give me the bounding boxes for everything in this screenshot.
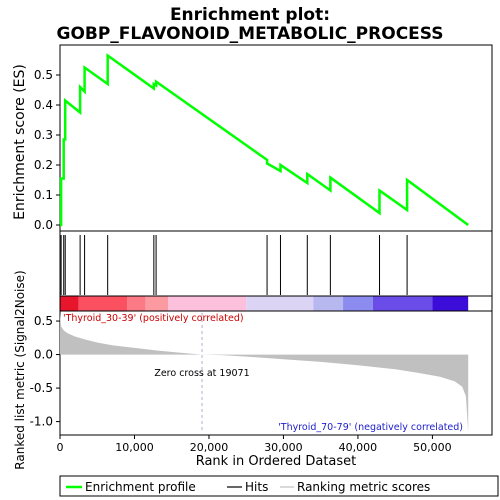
legend-box [59,475,499,497]
metric-y-tick-label: -0.5 [30,381,53,395]
es-y-tick-label: 0.0 [34,218,53,232]
rank-color-bar [59,295,493,312]
rank-bar-segment [313,296,344,311]
x-tick-label: 40,000 [339,441,378,454]
rank-bar-segment [343,296,373,311]
rank-bar-segment [78,296,128,311]
chart-title-line-2: GOBP_FLAVONOID_METABOLIC_PROCESS [56,24,443,44]
es-y-tick-label: 0.1 [34,188,53,202]
zero-cross-label: Zero cross at 19071 [154,368,249,379]
x-axis-label: Rank in Ordered Dataset [196,454,357,469]
enrichment-profile-line [59,53,469,227]
es-y-axis-label: Enrichment score (ES) [12,64,28,220]
hits-panel [59,230,493,297]
negative-correlation-label: 'Thyroid_70-79' (negatively correlated) [278,422,463,433]
legend-enrichment-label: Enrichment profile [85,480,196,494]
es-y-tick-label: 0.4 [34,98,53,112]
legend-hits-label: Hits [245,480,268,494]
metric-panel: 0.5 0.0 -0.5 -1.0 Zero cross at 19071 'Thyr… [13,270,493,470]
metric-y-tick-label: 0.5 [34,314,53,328]
positive-correlation-label: 'Thyroid_30-39' (positively correlated) [63,313,244,324]
es-panel: 0.0 0.1 0.2 0.3 0.4 0.5 Enrichment score (ES) [12,44,493,232]
rank-bar-segment [127,296,146,311]
es-y-tick-label: 0.3 [34,128,53,142]
x-tick-label: 20,000 [190,441,229,454]
legend: Enrichment profile Hits Ranking metric s… [59,475,499,497]
x-tick-label: 50,000 [413,441,452,454]
rank-bar-segment [372,296,433,311]
chart-title-line-1: Enrichment plot: [170,5,330,25]
hits-plot-area [59,230,493,297]
es-y-tick-label: 0.5 [34,68,53,82]
rank-bar-segment [432,296,469,311]
rank-bar-segment [168,296,247,311]
es-plot-area [59,44,493,232]
metric-y-tick-label: -1.0 [30,415,53,429]
x-axis: 0 10,000 20,000 30,000 40,000 50,000 [57,435,452,454]
rank-bar-segment [246,296,314,311]
metric-y-axis-label: Ranked list metric (Signal2Noise) [13,270,27,469]
x-tick-label: 10,000 [115,441,154,454]
legend-metric-label: Ranking metric scores [297,480,430,494]
rank-bar-segment [60,296,79,311]
metric-y-tick-label: 0.0 [34,348,53,362]
x-tick-label: 0 [57,441,64,454]
es-y-tick-label: 0.2 [34,158,53,172]
rank-bar-segment [145,296,168,311]
x-tick-label: 30,000 [264,441,303,454]
